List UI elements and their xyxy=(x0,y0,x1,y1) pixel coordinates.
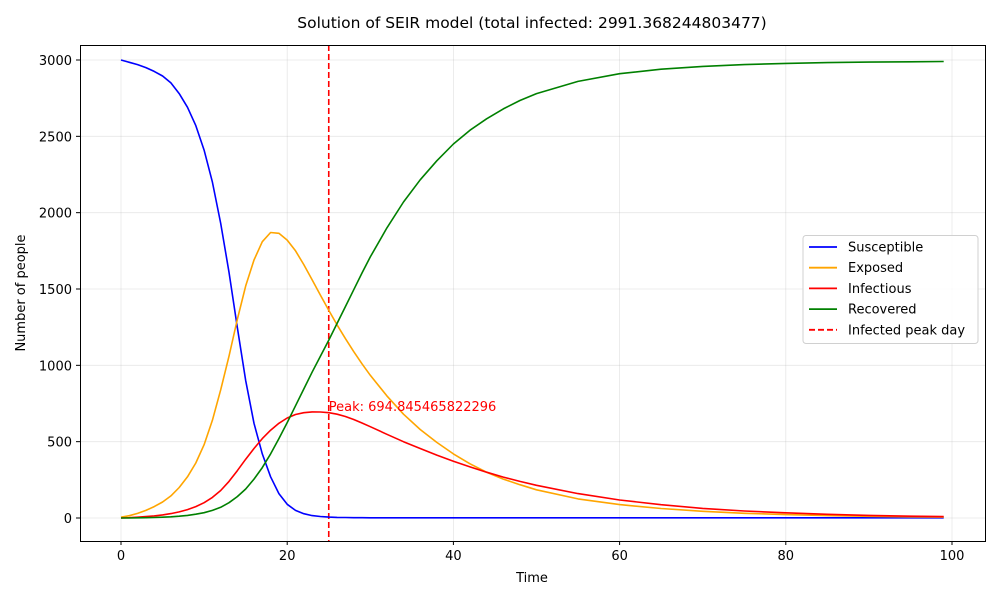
peak-annotation: Peak: 694.845465822296 xyxy=(329,400,497,415)
series-line-recovered xyxy=(121,60,944,519)
legend-label: Infectious xyxy=(848,282,912,297)
x-axis-ticks: 0 20 40 60 80 100 xyxy=(117,541,965,564)
x-axis-label: Time xyxy=(515,571,548,586)
x-tick-label: 60 xyxy=(611,549,628,564)
legend-label: Exposed xyxy=(848,261,903,276)
x-tick-label: 80 xyxy=(778,549,795,564)
y-tick-label: 2000 xyxy=(39,207,72,222)
chart-title: Solution of SEIR model (total infected: … xyxy=(297,14,766,32)
y-axis-ticks: 0 500 1000 1500 2000 2500 3000 xyxy=(39,54,80,527)
annotation-group: Peak: 694.845465822296 xyxy=(329,400,497,415)
series-line-exposed xyxy=(120,231,944,518)
y-axis-label: Number of people xyxy=(14,234,29,351)
y-tick-label: 500 xyxy=(47,436,72,451)
legend-label: Infected peak day xyxy=(848,323,965,338)
x-tick-label: 0 xyxy=(117,549,125,564)
series-line-infectious xyxy=(120,411,944,519)
series-lines xyxy=(120,59,944,519)
plot-frame xyxy=(80,45,986,542)
y-tick-label: 1500 xyxy=(39,283,72,298)
x-tick-label: 40 xyxy=(445,549,462,564)
legend: Susceptible Exposed Infectious Recovered Inf… xyxy=(802,235,979,344)
legend-label: Susceptible xyxy=(848,241,923,256)
series-line-susceptible xyxy=(120,59,944,519)
y-tick-label: 3000 xyxy=(39,54,72,69)
y-tick-label: 1000 xyxy=(39,359,72,374)
x-tick-label: 100 xyxy=(940,549,965,564)
legend-box xyxy=(802,235,979,344)
x-tick-label: 20 xyxy=(279,549,296,564)
y-tick-label: 2500 xyxy=(39,130,72,145)
legend-label: Recovered xyxy=(848,303,917,318)
y-tick-label: 0 xyxy=(64,512,72,527)
